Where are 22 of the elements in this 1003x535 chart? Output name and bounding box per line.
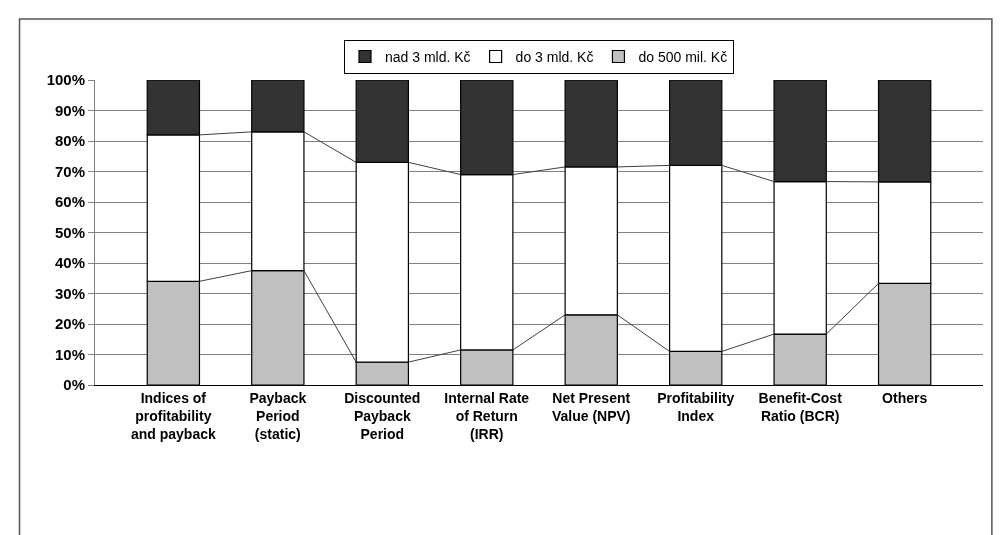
y-tick-label: 60% [54, 193, 85, 211]
y-tick-label: 10% [54, 345, 85, 363]
y-tick-label: 50% [54, 223, 85, 241]
x-tick-label: Net Present Value (NPV) [551, 389, 631, 424]
legend-label: do 3 mld. Kč [515, 48, 594, 65]
x-tick-label: Profitability Index [657, 389, 735, 424]
legend-label: nad 3 mld. Kč [385, 48, 471, 65]
y-tick-label: 30% [54, 284, 85, 302]
y-tick-label: 0% [63, 376, 85, 394]
y-tick-label: 90% [54, 101, 85, 119]
y-tick-label: 70% [54, 162, 85, 180]
x-tick-label: Discounted Payback Period [344, 389, 421, 443]
x-tick-label: Payback Period (static) [249, 389, 307, 443]
y-tick-label: 40% [54, 254, 85, 272]
legend-label: do 500 mil. Kč [638, 48, 728, 65]
y-tick-label: 100% [46, 71, 85, 89]
x-tick-label: Indices of profitability and payback [130, 389, 216, 443]
x-tick-label: Others [882, 389, 928, 406]
y-tick-label: 20% [54, 315, 85, 333]
x-tick-label: Internal Rate of Return (IRR) [444, 389, 530, 443]
y-tick-label: 80% [54, 132, 85, 150]
x-tick-label: Benefit-Cost Ratio (BCR) [758, 389, 843, 424]
